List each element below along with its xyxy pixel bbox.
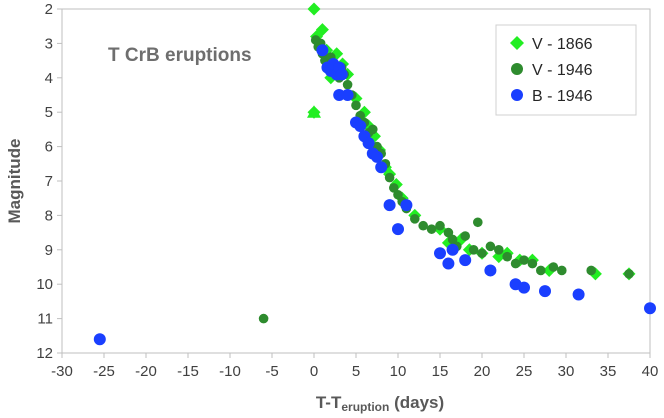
y-axis-ticks: 2 3 4 5 6 7 8 9 10 11 12 [36,1,62,362]
y-tick-label: 7 [45,173,53,190]
legend-label: V - 1866 [532,36,593,53]
data-point [418,220,429,231]
data-point [307,2,321,16]
legend-label: B - 1946 [532,88,593,105]
data-point [371,150,383,163]
y-tick-label: 10 [36,276,53,293]
legend-marker [510,36,524,50]
legend-marker [511,89,523,101]
data-point [460,231,471,241]
data-point [518,281,530,294]
chart-title: T CrB eruptions [108,45,252,66]
data-point [258,313,269,324]
data-point [536,265,546,276]
legend-marker [511,63,523,75]
data-point [473,217,483,228]
data-point [494,245,504,255]
data-point [393,189,403,200]
data-point [392,223,404,236]
data-point [315,23,329,37]
data-point [484,264,497,277]
data-point [435,220,445,231]
data-point [586,265,596,276]
x-tick-label: -10 [219,363,241,380]
legend: V - 1866 V - 1946 B - 1946 [495,24,637,116]
y-tick-label: 4 [45,70,53,87]
data-point [502,251,512,262]
data-point [510,258,521,269]
data-point [389,183,399,193]
data-point [459,254,472,267]
series-2 [93,44,656,346]
data-point [351,100,361,111]
data-point [443,227,454,238]
x-tick-label: -25 [93,363,115,380]
data-point [341,89,354,101]
series-0-outlier [307,105,321,118]
y-tick-label: 12 [36,345,53,362]
data-point [447,234,458,245]
x-axis-title-suffix: (days) [389,393,444,412]
y-tick-label: 8 [45,207,53,224]
series-layer [93,2,656,346]
data-point [354,119,367,132]
data-point [333,89,346,101]
data-point [442,257,455,270]
data-point [400,199,413,212]
data-point [644,302,656,315]
data-point [477,248,487,259]
x-tick-label: 25 [516,363,533,380]
data-point [519,255,529,265]
x-tick-label: -5 [265,363,278,380]
data-point [316,44,329,57]
y-axis-title: Magnitude [5,139,24,224]
data-point [468,245,479,255]
x-axis-title-main: T-T [316,393,342,412]
data-point [342,79,353,90]
data-point [426,224,437,234]
y-tick-label: 6 [45,139,53,156]
x-tick-label: 20 [474,363,491,380]
x-tick-label: 30 [558,363,575,380]
y-tick-label: 3 [45,35,53,52]
data-point [410,214,420,224]
data-point [383,199,396,212]
data-point [527,258,538,269]
x-tick-label: 10 [390,363,407,380]
data-point [624,269,634,279]
data-point [384,172,395,183]
data-point [485,241,496,252]
legend-label: V - 1946 [532,62,593,79]
x-tick-label: 15 [432,363,449,380]
y-tick-label: 2 [45,1,53,18]
data-point [335,68,348,81]
data-point [375,161,388,174]
x-tick-label: 35 [600,363,617,380]
data-point [307,105,321,118]
x-axis-ticks: -30 -25 -20 -15 -10 -5 0 5 10 15 20 25 30 35 40 [51,353,658,380]
y-tick-label: 9 [45,242,53,259]
x-tick-label: 5 [352,363,360,380]
y-tick-label: 11 [37,311,53,328]
x-tick-label: 0 [310,363,318,380]
data-point [362,137,375,150]
data-point [93,333,106,346]
data-point [368,124,378,135]
data-point [548,262,559,272]
x-axis-title-subscript: eruption [341,400,389,414]
data-point [572,288,585,301]
data-point [557,265,567,276]
data-point [434,247,446,260]
x-tick-label: -15 [177,363,199,380]
x-tick-label: -30 [51,363,73,380]
legend-items: V - 1866 V - 1946 B - 1946 [510,36,593,105]
x-tick-label: 40 [642,363,659,380]
data-point [446,243,459,256]
x-tick-label: -20 [135,363,157,380]
y-tick-label: 5 [45,104,53,121]
data-point [539,285,551,298]
x-axis-title: T-Teruption (days) [316,393,444,414]
